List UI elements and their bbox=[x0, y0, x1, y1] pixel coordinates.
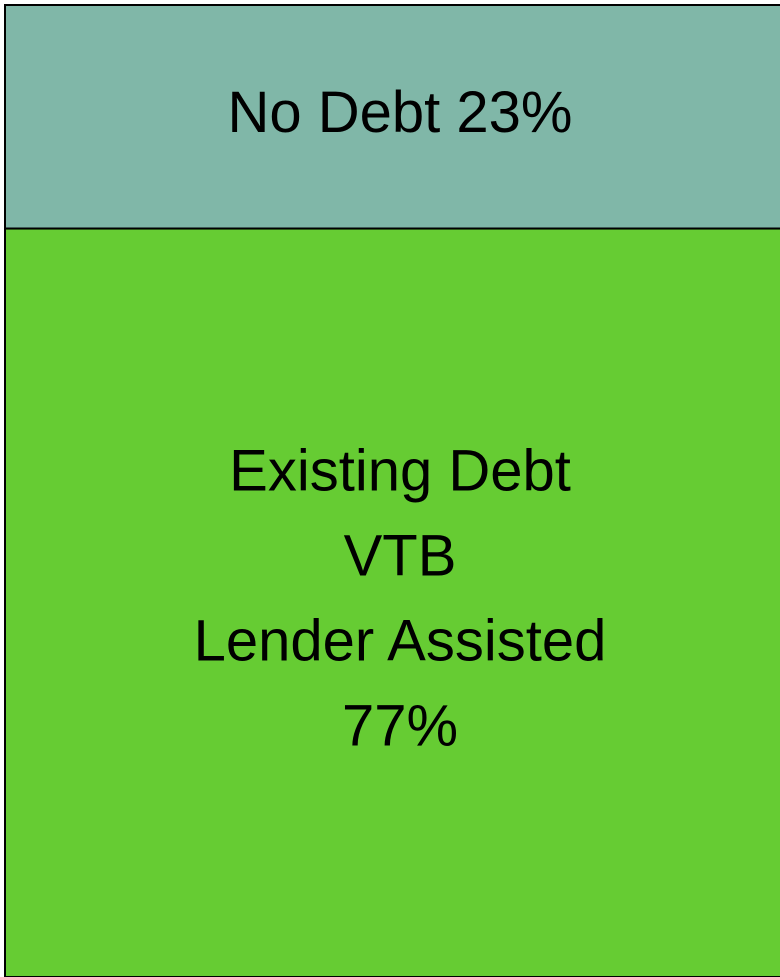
segment-label-line: Existing Debt bbox=[229, 439, 571, 504]
value-label: 77% bbox=[342, 694, 458, 759]
segment bbox=[4, 227, 780, 977]
segment bbox=[4, 4, 780, 230]
segment-name: No Debt bbox=[228, 80, 441, 145]
segment-label: No Debt 23% bbox=[228, 80, 573, 145]
segment-label-line: VTB bbox=[344, 524, 457, 589]
value-label: 23% bbox=[456, 80, 572, 145]
segment-label-line: Lender Assisted bbox=[194, 609, 607, 674]
